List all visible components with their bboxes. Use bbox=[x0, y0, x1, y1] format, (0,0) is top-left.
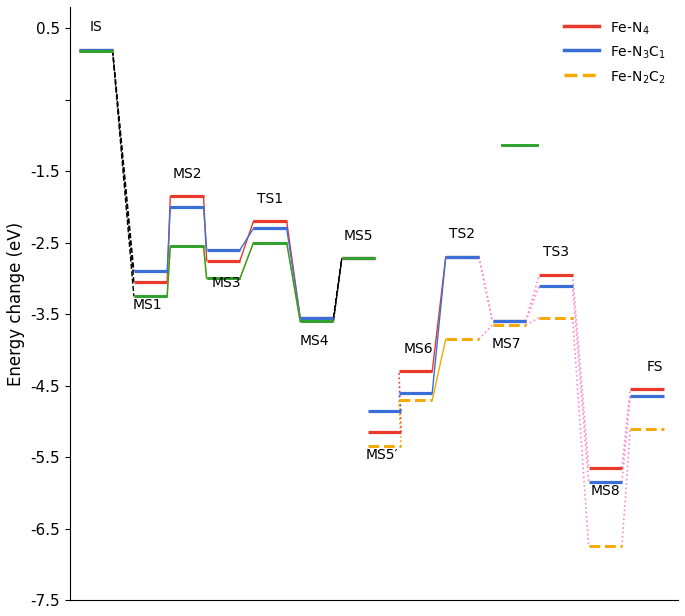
Y-axis label: Energy change (eV): Energy change (eV) bbox=[7, 221, 25, 386]
Text: MS2: MS2 bbox=[172, 166, 201, 180]
Text: TS1: TS1 bbox=[257, 192, 283, 206]
Text: MS4: MS4 bbox=[299, 333, 329, 347]
Text: MS8: MS8 bbox=[590, 484, 620, 498]
Text: TS3: TS3 bbox=[543, 245, 569, 259]
Text: IS: IS bbox=[90, 20, 102, 34]
Text: MS5: MS5 bbox=[344, 229, 373, 243]
Text: MS6: MS6 bbox=[403, 342, 433, 355]
Text: MS7: MS7 bbox=[492, 337, 521, 351]
Text: MS5′: MS5′ bbox=[366, 448, 398, 462]
Text: MS3: MS3 bbox=[211, 277, 240, 290]
Text: FS: FS bbox=[647, 360, 663, 373]
Legend: Fe-N$_4$, Fe-N$_3$C$_1$, Fe-N$_2$C$_2$: Fe-N$_4$, Fe-N$_3$C$_1$, Fe-N$_2$C$_2$ bbox=[558, 14, 671, 91]
Text: MS1: MS1 bbox=[133, 298, 163, 312]
Text: TS2: TS2 bbox=[449, 227, 475, 241]
